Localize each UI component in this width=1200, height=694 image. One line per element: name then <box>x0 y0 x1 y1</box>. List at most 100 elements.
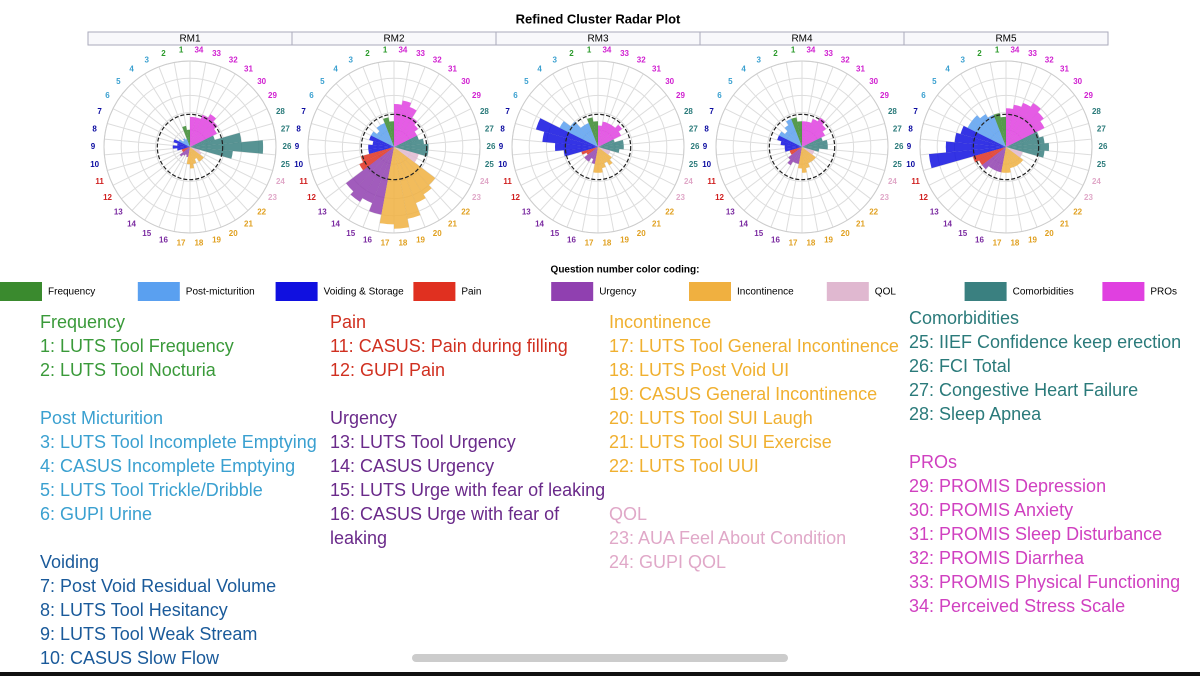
reference-circle <box>972 113 1040 181</box>
radar-bar <box>535 118 598 147</box>
radar-bar <box>394 147 432 195</box>
spoke-label: 8 <box>908 124 913 133</box>
spoke-label: 16 <box>363 235 372 244</box>
section: Pain 11: CASUS: Pain during filling 12: GU… <box>330 310 608 382</box>
radar-bar <box>1006 147 1011 173</box>
radar-bar <box>183 140 190 147</box>
spoke-label: 9 <box>295 142 300 151</box>
spoke <box>189 146 259 200</box>
spoke <box>158 146 191 228</box>
radar-bar <box>369 147 394 215</box>
question-item: 18: LUTS Post Void UI <box>609 360 790 380</box>
spoke-label: 27 <box>893 124 902 133</box>
section: Incontinence 17: LUTS Tool General Incont… <box>609 310 899 478</box>
spoke <box>801 146 880 186</box>
spoke-label: 28 <box>888 107 897 116</box>
question-item: 1: LUTS Tool Frequency <box>40 336 234 356</box>
radar-bar <box>542 131 598 147</box>
radar-bar <box>394 147 419 159</box>
spoke-label: 15 <box>754 229 763 238</box>
outer-circle <box>307 60 481 234</box>
spoke-label: 23 <box>676 193 685 202</box>
spoke-label: 32 <box>1045 55 1054 64</box>
radar-bar <box>185 147 190 156</box>
spoke-label: 25 <box>485 160 494 169</box>
spoke-label: 15 <box>958 229 967 238</box>
spoke-label: 31 <box>856 65 865 74</box>
spoke-label: 9 <box>499 142 504 151</box>
question-item: 2: LUTS Tool Nocturia <box>40 360 216 380</box>
spoke-label: 16 <box>771 235 780 244</box>
spoke-label: 24 <box>888 177 897 186</box>
radar-bar <box>593 121 598 147</box>
radar-bar <box>186 129 190 147</box>
radar-bar <box>802 124 827 147</box>
radar-bar <box>190 147 197 160</box>
radar-bar <box>369 135 394 147</box>
radar-bar <box>190 116 196 147</box>
key-label: Pain <box>461 287 481 298</box>
question-item: 24: GUPI QOL <box>609 552 727 572</box>
radar-bar <box>368 147 394 155</box>
key-swatch <box>826 282 869 301</box>
spoke-label: 15 <box>142 229 151 238</box>
radar-bar <box>802 147 812 164</box>
radar-bar <box>787 147 802 166</box>
spoke-label: 31 <box>652 65 661 74</box>
chart-title: Refined Cluster Radar Plot <box>516 11 681 26</box>
section: Comorbidities 25: IIEF Confidence keep er… <box>909 306 1199 426</box>
spoke-label: 4 <box>129 65 134 74</box>
radar-bar <box>372 141 394 147</box>
radar-bar <box>598 147 603 173</box>
spoke <box>158 66 191 148</box>
key-swatch <box>137 282 180 301</box>
spoke-label: 34 <box>398 46 407 55</box>
radar-bar <box>584 147 598 160</box>
scrollbar[interactable] <box>412 654 788 662</box>
spoke-label: 7 <box>301 107 306 116</box>
spoke-label: 1 <box>179 46 184 55</box>
spoke-label: 1 <box>587 46 592 55</box>
spoke-label: 11 <box>503 177 512 186</box>
spoke-label: 15 <box>346 229 355 238</box>
charts: Refined Cluster Radar Plot Question numb… <box>0 11 1177 301</box>
spoke-label: 27 <box>1097 124 1106 133</box>
radar-bar <box>802 121 807 147</box>
radar-bar <box>190 128 217 147</box>
spoke-label: 19 <box>212 235 221 244</box>
spoke-label: 11 <box>95 177 104 186</box>
radar-bar <box>394 135 419 147</box>
spoke-label: 20 <box>841 229 850 238</box>
radar-bar <box>186 147 190 158</box>
spoke-label: 2 <box>569 49 574 58</box>
spoke-label: 30 <box>1073 77 1082 86</box>
panel-title: RM1 <box>179 34 201 45</box>
radar-bar <box>971 115 1006 147</box>
spoke-label: 18 <box>398 239 407 248</box>
spoke-label: 30 <box>869 77 878 86</box>
spoke-label: 29 <box>268 91 277 100</box>
radar-bar <box>190 132 242 147</box>
spoke-label: 33 <box>1028 49 1037 58</box>
spoke <box>801 83 861 148</box>
spoke-label: 30 <box>665 77 674 86</box>
spoke-label: 30 <box>461 77 470 86</box>
question-item: 7: Post Void Residual Volume <box>40 576 277 596</box>
section: Voiding 7: Post Void Residual Volume 8: LU… <box>40 550 330 670</box>
section: PROs 29: PROMIS Depression 30: PROMIS Anxi… <box>909 450 1199 618</box>
spoke-label: 20 <box>637 229 646 238</box>
radar-bar <box>802 147 810 169</box>
question-item: 9: LUTS Tool Weak Stream <box>40 624 258 644</box>
radar-bar <box>190 147 204 160</box>
radar-bar <box>190 147 197 164</box>
spoke-label: 3 <box>349 55 354 64</box>
spoke-label: 9 <box>907 142 912 151</box>
radar-bar <box>1006 147 1014 169</box>
radar-bar <box>1006 121 1045 147</box>
radar-bar <box>1006 147 1018 168</box>
question-item: 28: Sleep Apnea <box>909 404 1042 424</box>
radar-bar <box>183 138 190 147</box>
spoke-label: 13 <box>726 207 735 216</box>
radar-bar <box>1006 103 1041 147</box>
radar-bar <box>802 131 826 147</box>
